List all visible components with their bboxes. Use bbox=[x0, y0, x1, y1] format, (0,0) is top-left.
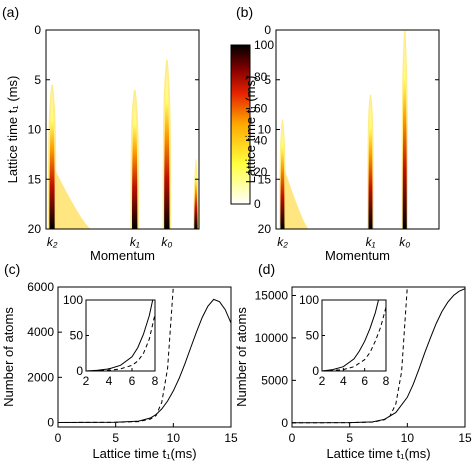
inset-x-tick-label: 6 bbox=[129, 374, 136, 388]
panel-label: (a) bbox=[2, 4, 19, 20]
line-panel-3: 0 5 10 15 0 2000 4000 6000 Lattice time t₁(ms) Nu… bbox=[1, 261, 238, 461]
plot-frame bbox=[291, 286, 466, 428]
colorbar-tick-label: 20 bbox=[254, 165, 268, 179]
inset-frame bbox=[85, 299, 156, 372]
colorbar-tick-label: 60 bbox=[254, 102, 268, 116]
x-axis-label: Lattice time t₁(ms) bbox=[326, 446, 430, 461]
inset-y-tick-label: 0 bbox=[76, 364, 83, 378]
y-tick-label: 5 bbox=[264, 73, 271, 87]
y-axis-label: Lattice time t₁ (ms) bbox=[5, 76, 20, 184]
spike-core-4 bbox=[194, 159, 198, 229]
x-tick-label: k₂ bbox=[47, 235, 58, 249]
spike-core-1 bbox=[280, 119, 285, 229]
inset-x-tick-label: 8 bbox=[152, 374, 159, 388]
x-tick-label: 10 bbox=[167, 431, 181, 445]
inset-lines bbox=[322, 300, 386, 371]
x-tick-label: 0 bbox=[55, 431, 62, 445]
y-tick-label: 6000 bbox=[27, 280, 54, 294]
inset-series-dashed bbox=[322, 306, 386, 371]
y-tick-label: 0 bbox=[34, 23, 41, 37]
inset-y-tick-label: 100 bbox=[299, 293, 319, 307]
x-tick-label: 0 bbox=[289, 431, 296, 445]
inset-y-tick-label: 0 bbox=[312, 364, 319, 378]
spike-core-3 bbox=[402, 30, 407, 229]
y-tick-label: 4000 bbox=[27, 325, 54, 339]
y-tick-label: 0 bbox=[47, 415, 54, 429]
x-axis-label: Lattice time t₁(ms) bbox=[92, 446, 196, 461]
spike-core-3 bbox=[164, 59, 170, 229]
inset-y-tick-label: 100 bbox=[63, 293, 83, 307]
y-tick-label: 10 bbox=[28, 123, 42, 137]
inset-plot: 2 4 6 8 0 50 100 bbox=[63, 293, 159, 388]
series-line-solid bbox=[58, 298, 231, 423]
x-tick-label: k₁ bbox=[366, 235, 376, 249]
heatmap-background bbox=[46, 30, 199, 229]
inset-y-tick-label: 50 bbox=[306, 329, 320, 343]
y-tick-label: 2000 bbox=[27, 370, 54, 384]
spike-tail-1 bbox=[54, 169, 91, 229]
inset-series-solid bbox=[86, 300, 154, 371]
y-tick-label: 5 bbox=[34, 73, 41, 87]
x-tick-label: k₁ bbox=[130, 235, 140, 249]
inset-x-tick-label: 4 bbox=[106, 374, 113, 388]
x-tick-label: 15 bbox=[224, 431, 238, 445]
x-tick-label: k₀ bbox=[161, 235, 172, 249]
y-axis-label: Number of atoms bbox=[234, 307, 249, 407]
y-tick-label: 10 bbox=[258, 123, 272, 137]
inset-x-tick-label: 8 bbox=[383, 374, 390, 388]
line-panel-4: 0 5 10 15 0 5000 10000 15000 Lattice time t₁(ms)… bbox=[234, 261, 472, 461]
x-tick-label: k₀ bbox=[399, 235, 410, 249]
x-tick-label: 15 bbox=[458, 431, 472, 445]
y-tick-label: 0 bbox=[281, 416, 288, 430]
colorbar bbox=[230, 44, 251, 205]
inset-x-tick-label: 2 bbox=[83, 374, 90, 388]
heatmap-spikes bbox=[279, 30, 409, 229]
spike-tail-1 bbox=[284, 169, 309, 229]
inset-series-dashed bbox=[86, 314, 155, 371]
x-axis-label: Momentum bbox=[325, 248, 390, 263]
x-tick-label: 5 bbox=[112, 431, 119, 445]
y-tick-label: 0 bbox=[264, 23, 271, 37]
panel-label: (b) bbox=[236, 4, 253, 20]
colorbar-tick-label: 40 bbox=[254, 133, 268, 147]
y-tick-label: 20 bbox=[28, 222, 42, 236]
heatmap-spikes bbox=[47, 59, 199, 229]
colorbar-tick-label: 100 bbox=[254, 38, 274, 52]
inset-series-solid bbox=[322, 300, 379, 371]
y-tick-label: 20 bbox=[258, 222, 272, 236]
y-tick-label: 5000 bbox=[261, 373, 288, 387]
y-axis-label: Lattice time t₁ (ms) bbox=[243, 76, 258, 184]
panel-label: (d) bbox=[258, 261, 275, 277]
y-tick-label: 10000 bbox=[255, 331, 289, 345]
y-axis-label: Number of atoms bbox=[1, 307, 16, 407]
plot-frame bbox=[57, 286, 232, 428]
colorbar-tick-label: 0 bbox=[254, 197, 261, 211]
panel-label: (c) bbox=[4, 261, 20, 277]
x-tick-label: 10 bbox=[401, 431, 415, 445]
heatmap-background bbox=[276, 30, 439, 229]
plot-lines bbox=[292, 287, 465, 424]
y-tick-label: 15 bbox=[258, 172, 272, 186]
plot-lines bbox=[58, 287, 231, 423]
inset-x-tick-label: 4 bbox=[340, 374, 347, 388]
inset-plot: 2 4 6 8 0 50 100 bbox=[299, 293, 390, 388]
y-tick-label: 15 bbox=[28, 172, 42, 186]
series-line-dashed bbox=[58, 287, 174, 423]
inset-frame bbox=[321, 299, 387, 372]
spike-core-1 bbox=[49, 84, 55, 229]
x-tick-label: 5 bbox=[346, 431, 353, 445]
inset-y-tick-label: 50 bbox=[70, 329, 84, 343]
inset-x-tick-label: 6 bbox=[361, 374, 368, 388]
spike-core-2 bbox=[132, 89, 138, 229]
x-tick-label: k₂ bbox=[277, 235, 288, 249]
inset-lines bbox=[86, 300, 155, 371]
colorbar-tick-label: 80 bbox=[254, 70, 268, 84]
inset-x-tick-label: 2 bbox=[319, 374, 326, 388]
y-tick-label: 15000 bbox=[255, 288, 289, 302]
x-axis-label: Momentum bbox=[90, 248, 155, 263]
spike-core-2 bbox=[368, 94, 373, 229]
